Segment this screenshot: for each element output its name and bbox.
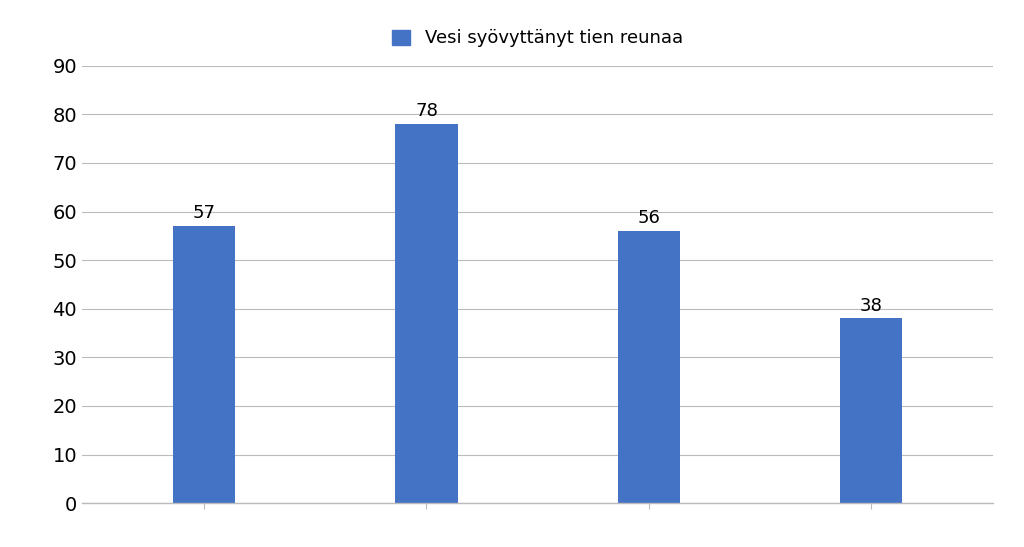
Text: 56: 56 (637, 209, 660, 227)
Text: 78: 78 (415, 102, 438, 120)
Bar (173, 226, 236, 503)
Bar (617, 231, 680, 503)
Text: 38: 38 (859, 296, 883, 315)
Text: 57: 57 (193, 204, 216, 222)
Legend: Vesi syövyttänyt tien reunaa: Vesi syövyttänyt tien reunaa (385, 22, 690, 55)
Bar (395, 124, 458, 503)
Bar (840, 318, 902, 503)
